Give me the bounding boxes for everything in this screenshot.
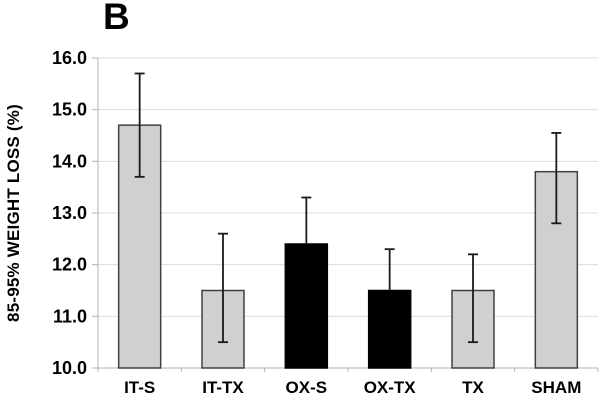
x-category-label: IT-TX	[202, 378, 244, 397]
x-category-label: OX-TX	[364, 378, 417, 397]
x-category-label: TX	[462, 378, 484, 397]
x-category-label: OX-S	[286, 378, 328, 397]
y-tick-label: 15.0	[52, 100, 87, 120]
y-tick-label: 13.0	[52, 203, 87, 223]
y-tick-label: 11.0	[53, 306, 87, 326]
y-tick-label: 10.0	[52, 358, 87, 378]
y-tick-label: 12.0	[52, 255, 87, 275]
y-tick-label: 14.0	[52, 151, 87, 171]
panel-label: B	[103, 0, 130, 37]
bar-ox-s	[284, 243, 329, 369]
bar-ox-tx	[367, 289, 412, 369]
x-category-label: IT-S	[124, 378, 155, 397]
x-category-label: SHAM	[531, 378, 581, 397]
y-tick-label: 16.0	[52, 48, 87, 68]
